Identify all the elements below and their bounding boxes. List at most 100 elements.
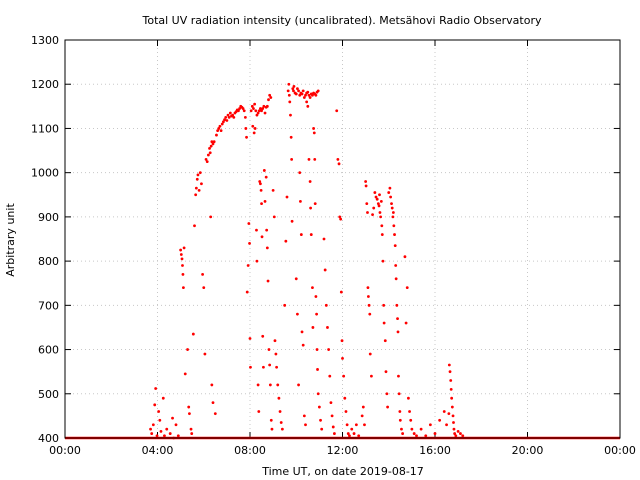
data-point: [392, 224, 396, 228]
data-point: [390, 206, 394, 210]
data-point: [217, 127, 221, 130]
data-point: [262, 365, 265, 369]
data-point: [232, 115, 236, 119]
data-point: [161, 396, 165, 400]
data-point: [364, 180, 368, 183]
data-point: [252, 131, 256, 135]
x-axis: 00:00 04:00 08:00 12:00 16:00 20:00 00:00: [49, 40, 636, 457]
data-point: [409, 418, 413, 422]
data-point: [366, 211, 369, 214]
data-point: [311, 326, 315, 329]
data-point: [280, 427, 284, 431]
data-point: [260, 202, 263, 206]
data-point: [262, 169, 266, 172]
data-point: [412, 432, 416, 435]
data-point: [163, 434, 166, 438]
data-point: [231, 113, 235, 117]
data-point: [384, 370, 388, 374]
data-point: [267, 98, 270, 102]
data-point: [189, 427, 193, 431]
data-point: [389, 195, 392, 199]
data-point: [264, 175, 268, 179]
data-point: [290, 158, 294, 161]
data-point: [298, 171, 302, 175]
y-tick-label: 1100: [31, 122, 59, 135]
data-point: [424, 434, 428, 438]
data-point: [220, 122, 224, 126]
x-tick-label: 20:00: [512, 444, 544, 457]
data-point: [391, 215, 395, 219]
data-point: [255, 228, 258, 232]
x-tick-label: 12:00: [327, 444, 359, 457]
data-point: [262, 104, 266, 108]
data-point: [350, 427, 354, 431]
data-point: [404, 321, 408, 325]
data-point: [294, 277, 298, 281]
data-point: [301, 343, 305, 347]
data-point: [243, 115, 247, 119]
data-point: [398, 418, 402, 422]
data-point: [181, 264, 184, 267]
data-point: [244, 127, 248, 130]
data-point: [267, 348, 271, 351]
data-point: [195, 177, 199, 181]
data-point: [198, 171, 202, 175]
data-point: [237, 109, 240, 113]
data-point: [213, 412, 217, 416]
data-point: [346, 432, 350, 435]
data-point: [461, 434, 465, 438]
data-point: [380, 224, 384, 228]
data-point: [256, 111, 260, 115]
data-point: [405, 286, 409, 290]
data-point: [447, 363, 451, 367]
data-point: [330, 414, 334, 418]
data-point: [275, 365, 278, 369]
data-point: [159, 429, 163, 433]
data-point: [245, 290, 249, 294]
y-axis: 400 500 600 700 800 900 1000 1100 1200 1300: [31, 34, 620, 445]
data-point: [368, 352, 372, 356]
data-point: [225, 119, 229, 122]
x-tick-label: 08:00: [234, 444, 266, 457]
data-point: [257, 410, 261, 413]
data-point: [304, 423, 307, 427]
data-point: [285, 195, 289, 199]
data-point: [361, 405, 365, 409]
data-point: [261, 107, 265, 110]
data-point: [265, 246, 269, 250]
data-point: [210, 140, 214, 144]
data-point: [194, 186, 198, 190]
data-point: [313, 158, 317, 161]
data-point: [398, 410, 402, 413]
data-point: [283, 303, 287, 307]
data-point: [204, 158, 208, 161]
data-point: [338, 215, 342, 219]
data-point: [171, 416, 174, 420]
data-point: [158, 418, 162, 422]
data-point: [343, 396, 347, 400]
data-point: [306, 104, 310, 108]
data-point: [311, 286, 314, 290]
data-point: [248, 337, 252, 340]
data-point: [419, 427, 423, 431]
data-point: [209, 144, 213, 148]
data-point: [391, 211, 395, 214]
data-point: [149, 427, 152, 431]
data-point: [255, 113, 259, 117]
data-point: [271, 188, 275, 192]
data-point: [382, 303, 386, 307]
data-point: [453, 432, 457, 435]
data-point: [301, 89, 305, 93]
data-point: [450, 405, 454, 409]
data-point: [216, 129, 220, 133]
data-point: [381, 259, 385, 263]
data-point: [459, 432, 462, 435]
data-point: [290, 219, 294, 223]
data-point: [376, 202, 380, 206]
data-point: [190, 432, 194, 435]
data-point: [165, 427, 169, 431]
data-point: [371, 213, 374, 217]
data-point: [397, 374, 400, 378]
data-point: [337, 162, 341, 166]
data-point: [224, 115, 228, 119]
